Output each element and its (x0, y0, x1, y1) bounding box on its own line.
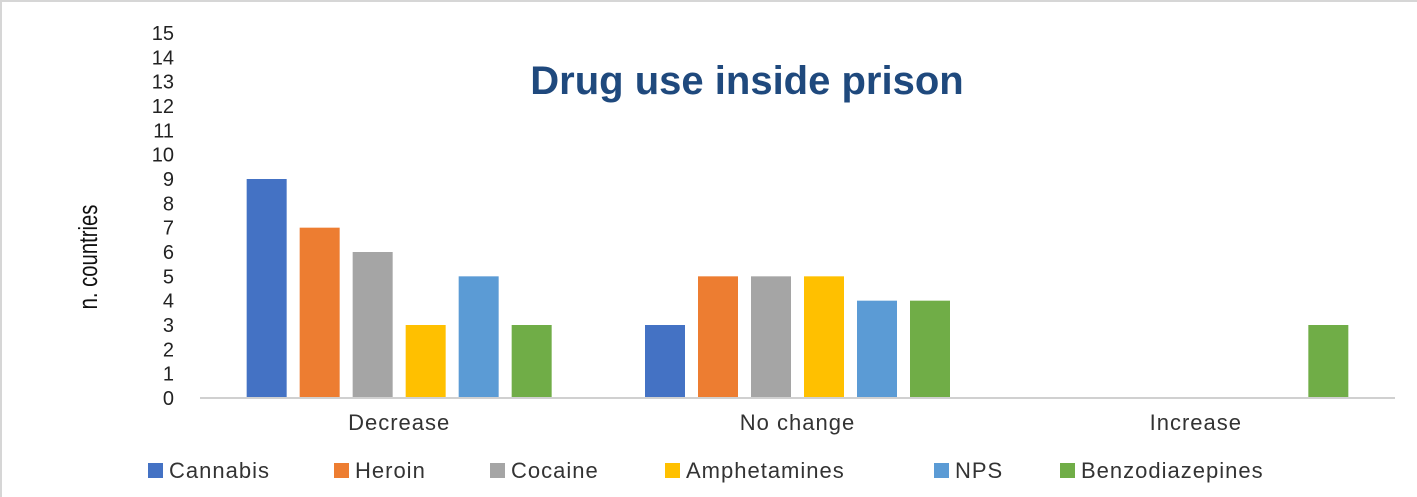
y-tick-label: 8 (163, 193, 174, 215)
bar (511, 325, 552, 398)
bar (405, 325, 446, 398)
y-axis-label: n. countries (74, 205, 103, 310)
legend-swatch (934, 463, 949, 478)
y-tick-label: 14 (152, 47, 174, 69)
y-tick-label: 15 (152, 23, 174, 45)
legend-label: NPS (955, 458, 1003, 483)
bar (458, 276, 499, 398)
y-tick-label: 7 (163, 218, 174, 240)
bar (1308, 325, 1349, 398)
bar (857, 300, 897, 398)
y-tick-label: 4 (163, 291, 174, 313)
bar (804, 276, 844, 398)
bar (246, 179, 287, 398)
legend-label: Heroin (355, 458, 426, 483)
legend-swatch (490, 463, 505, 478)
y-tick-label: 0 (163, 388, 174, 410)
legend-label: Cannabis (169, 458, 270, 483)
legend-label: Benzodiazepines (1081, 458, 1264, 483)
bar (352, 252, 393, 398)
y-tick-label: 13 (152, 72, 174, 94)
bar (299, 227, 340, 398)
chart-title: Drug use inside prison (530, 59, 963, 103)
y-tick-label: 3 (163, 315, 174, 337)
y-tick-label: 2 (163, 339, 174, 361)
bar (698, 276, 738, 398)
legend-swatch (334, 463, 349, 478)
bar (751, 276, 791, 398)
y-tick-label: 10 (152, 145, 174, 167)
legend-swatch (148, 463, 163, 478)
legend-swatch (665, 463, 680, 478)
legend-label: Cocaine (511, 458, 599, 483)
y-tick-label: 1 (163, 364, 174, 386)
bar (910, 300, 950, 398)
legend-swatch (1060, 463, 1075, 478)
legend: Cannabis Heroin Cocaine Amphetamines NPS Benz… (148, 458, 1264, 483)
legend-label: Amphetamines (686, 458, 845, 483)
y-tick-label: 11 (153, 120, 174, 142)
bars (246, 179, 1349, 398)
y-tick-label: 12 (152, 96, 174, 118)
x-axis-labels: Decrease No change Increase (348, 410, 1242, 435)
x-tick-label: No change (740, 410, 855, 435)
y-tick-label: 5 (163, 266, 174, 288)
x-tick-label: Decrease (348, 410, 450, 435)
y-tick-label: 9 (163, 169, 174, 191)
y-tick-label: 6 (163, 242, 174, 264)
x-tick-label: Increase (1150, 410, 1242, 435)
bar (645, 325, 685, 398)
